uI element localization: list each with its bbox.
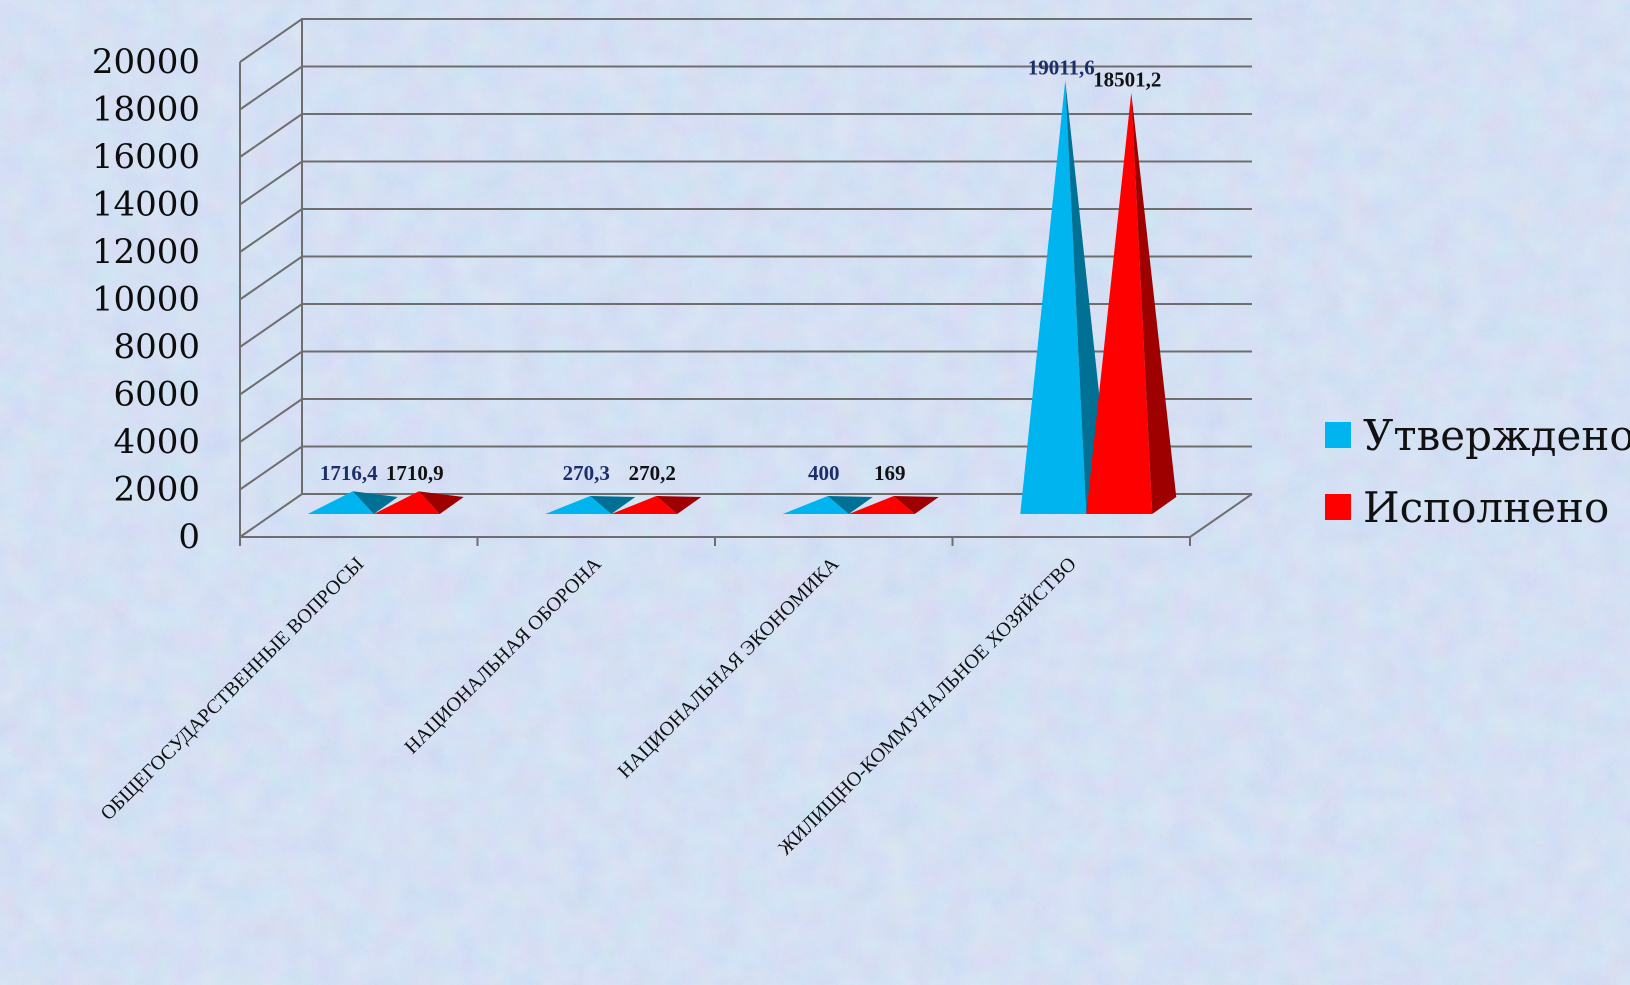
y-tick-label: 8000 <box>113 327 200 367</box>
legend-label: Утверждено <box>1363 411 1630 460</box>
data-label: 270,3 <box>563 461 610 485</box>
data-label: 1716,4 <box>320 461 378 485</box>
y-tick-label: 16000 <box>92 137 200 177</box>
pyramid-face-side <box>418 491 464 514</box>
gridline <box>239 445 1252 491</box>
pyramid-bar <box>848 496 939 514</box>
pyramid-bar <box>782 496 873 514</box>
gridline <box>239 350 1252 396</box>
y-tick-label: 12000 <box>92 232 200 272</box>
data-label: 169 <box>874 461 906 485</box>
y-tick-label: 18000 <box>92 90 200 130</box>
y-tick-label: 10000 <box>92 280 200 320</box>
pyramid-face-side <box>656 496 702 514</box>
data-label: 18501,2 <box>1093 68 1161 92</box>
data-label: 400 <box>808 461 840 485</box>
data-label: 270,2 <box>629 461 676 485</box>
pyramid-face-side <box>1131 92 1177 514</box>
legend-entry[interactable]: Исполнено <box>1325 483 1609 532</box>
pyramid-bar <box>373 491 464 514</box>
pyramid-face-front <box>1020 80 1087 515</box>
pyramid-face-front <box>848 496 915 514</box>
legend[interactable]: Утверждено Исполнено <box>1325 411 1630 532</box>
legend-entry[interactable]: Утверждено <box>1325 411 1630 460</box>
pyramid-face-front <box>373 491 440 514</box>
gridline <box>239 493 1252 538</box>
pyramid-face-front <box>545 496 612 514</box>
gridline <box>239 113 1252 158</box>
bars <box>307 80 1177 515</box>
legend-swatch <box>1325 422 1351 448</box>
y-tick-label: 20000 <box>92 42 200 82</box>
y-tick-label: 6000 <box>113 375 200 415</box>
y-tick-label: 14000 <box>92 185 200 225</box>
gridlines <box>239 18 1252 538</box>
y-tick-label: 4000 <box>113 422 200 462</box>
pyramid-bar <box>545 496 636 514</box>
pyramid-face-front <box>1086 92 1153 514</box>
pyramid-bar <box>307 491 398 514</box>
gridline <box>239 303 1252 348</box>
pyramid-face-side <box>893 496 939 514</box>
pyramid-face-side <box>827 496 873 514</box>
pyramid-bar <box>1086 92 1177 514</box>
legend-label: Исполнено <box>1363 483 1609 532</box>
gridline <box>239 208 1252 253</box>
y-tick-label: 0 <box>178 517 200 557</box>
legend-swatch <box>1325 494 1351 520</box>
data-label: 19011,6 <box>1028 55 1095 79</box>
data-label: 1710,9 <box>386 461 444 485</box>
gridline <box>239 255 1252 301</box>
pyramid-face-front <box>782 496 849 514</box>
pyramid-face-side <box>352 491 398 514</box>
data-labels: 1716,4 270,3 400 19011,6 1710,9 270,2 169 18501… <box>320 55 1162 485</box>
pyramid-face-front <box>611 496 678 514</box>
y-tick-label: 2000 <box>113 470 200 510</box>
gridline <box>239 398 1252 443</box>
gridline <box>239 65 1252 111</box>
pyramid-face-side <box>590 496 636 514</box>
pyramid-face-front <box>307 491 374 514</box>
pyramid-bar <box>611 496 702 514</box>
gridline <box>239 160 1252 206</box>
gridline <box>239 18 1252 63</box>
y-axis: 0 2000 4000 6000 8000 10000 12000 14000 16000 180… <box>92 42 200 557</box>
